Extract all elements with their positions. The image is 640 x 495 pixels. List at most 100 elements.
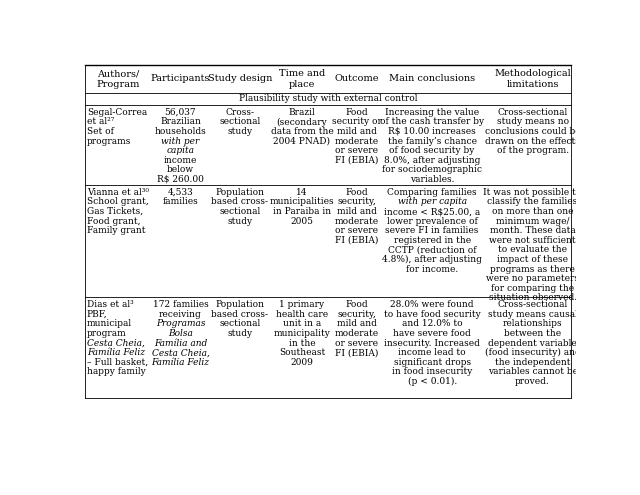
Text: Food grant,: Food grant, — [87, 217, 140, 226]
Text: FI (EBIA): FI (EBIA) — [335, 236, 378, 245]
Text: in Paraiba in: in Paraiba in — [273, 207, 331, 216]
Text: 2009: 2009 — [291, 358, 314, 367]
Text: Dias et al³: Dias et al³ — [87, 300, 134, 309]
Text: 1 primary: 1 primary — [280, 300, 324, 309]
Text: sectional: sectional — [220, 207, 260, 216]
Text: Família and: Família and — [154, 339, 207, 347]
Text: classify the families: classify the families — [488, 198, 578, 206]
Text: Vianna et al³⁰: Vianna et al³⁰ — [87, 188, 149, 197]
Text: R$ 10.00 increases: R$ 10.00 increases — [388, 127, 476, 136]
Text: with per: with per — [161, 137, 200, 146]
Text: proved.: proved. — [515, 377, 550, 386]
Text: 4.8%), after adjusting: 4.8%), after adjusting — [382, 255, 482, 264]
Text: registered in the: registered in the — [394, 236, 471, 245]
Text: mild and: mild and — [337, 207, 376, 216]
Text: or severe: or severe — [335, 339, 378, 347]
Text: situation observed.: situation observed. — [488, 294, 577, 302]
Text: Brazilian: Brazilian — [160, 117, 201, 126]
Text: Segal-Correa: Segal-Correa — [87, 108, 147, 117]
Text: were not sufficient: were not sufficient — [490, 236, 576, 245]
Text: for comparing the: for comparing the — [491, 284, 574, 293]
Text: 2004 PNAD): 2004 PNAD) — [273, 137, 330, 146]
Text: Comparing families: Comparing families — [387, 188, 477, 197]
Text: Time and
place: Time and place — [279, 69, 325, 89]
Text: – Full basket,: – Full basket, — [87, 358, 148, 367]
Text: et al²⁷: et al²⁷ — [87, 117, 115, 126]
Text: program: program — [87, 329, 127, 338]
Text: relationships: relationships — [503, 319, 563, 329]
Text: Cesta Cheia,: Cesta Cheia, — [152, 348, 209, 357]
Text: variables.: variables. — [410, 175, 454, 184]
Text: conclusions could be: conclusions could be — [484, 127, 580, 136]
Text: Food: Food — [345, 108, 368, 117]
Text: (secondary: (secondary — [276, 117, 327, 127]
Text: minimum wage/: minimum wage/ — [496, 217, 570, 226]
Text: based cross-: based cross- — [211, 198, 268, 206]
Text: significant drops: significant drops — [394, 358, 471, 367]
Text: (p < 0.01).: (p < 0.01). — [408, 377, 457, 386]
Text: (food insecurity) and: (food insecurity) and — [484, 348, 580, 357]
Text: the family’s chance: the family’s chance — [388, 137, 477, 146]
Text: income < R$25.00, a: income < R$25.00, a — [384, 207, 480, 216]
Text: happy family: happy family — [87, 367, 146, 376]
Text: municipalities: municipalities — [269, 198, 334, 206]
Text: study: study — [227, 217, 253, 226]
Text: 8.0%, after adjusting: 8.0%, after adjusting — [384, 156, 481, 165]
Text: Bolsa: Bolsa — [168, 329, 193, 338]
Text: month. These data: month. These data — [490, 226, 575, 235]
Text: unit in a: unit in a — [283, 319, 321, 329]
Text: in the: in the — [289, 339, 316, 347]
Text: Set of: Set of — [87, 127, 114, 136]
Text: Plausibility study with external control: Plausibility study with external control — [239, 94, 417, 103]
Text: for income.: for income. — [406, 265, 458, 274]
Text: School grant,: School grant, — [87, 198, 148, 206]
Text: capita: capita — [166, 146, 195, 155]
Text: 56,037: 56,037 — [164, 108, 196, 117]
Text: municipality: municipality — [273, 329, 330, 338]
Text: receiving: receiving — [159, 310, 202, 319]
Text: 2005: 2005 — [291, 217, 314, 226]
Text: Cross-sectional: Cross-sectional — [497, 108, 568, 117]
Text: moderate: moderate — [335, 217, 379, 226]
Text: Main conclusions: Main conclusions — [389, 74, 476, 83]
Text: for sociodemographic: for sociodemographic — [382, 165, 482, 174]
Text: sectional: sectional — [220, 319, 260, 329]
Text: families: families — [163, 198, 198, 206]
Text: Programas: Programas — [156, 319, 205, 329]
Text: insecurity. Increased: insecurity. Increased — [384, 339, 480, 347]
Text: with per capita: with per capita — [397, 198, 467, 206]
Text: CCTP (reduction of: CCTP (reduction of — [388, 246, 476, 254]
Text: between the: between the — [504, 329, 561, 338]
Text: study: study — [227, 329, 253, 338]
Text: Population: Population — [216, 300, 264, 309]
Text: Família Feliz: Família Feliz — [87, 348, 145, 357]
Text: security or: security or — [332, 117, 381, 126]
Text: severe FI in families: severe FI in families — [385, 226, 479, 235]
Text: Study design: Study design — [208, 74, 272, 83]
Text: Gas Tickets,: Gas Tickets, — [87, 207, 143, 216]
Text: of the program.: of the program. — [497, 146, 569, 155]
Text: Cesta Cheia,: Cesta Cheia, — [87, 339, 145, 347]
Text: Southeast: Southeast — [279, 348, 325, 357]
Text: study means causal: study means causal — [488, 310, 577, 319]
Text: mild and: mild and — [337, 127, 376, 136]
Text: based cross-: based cross- — [211, 310, 268, 319]
Text: security,: security, — [337, 310, 376, 319]
Text: 28.0% were found: 28.0% were found — [390, 300, 474, 309]
Text: programs as there: programs as there — [490, 265, 575, 274]
Text: of the cash transfer by: of the cash transfer by — [380, 117, 484, 126]
Text: income lead to: income lead to — [398, 348, 466, 357]
Text: lower prevalence of: lower prevalence of — [387, 217, 477, 226]
Text: in food insecurity: in food insecurity — [392, 367, 472, 376]
Text: Increasing the value: Increasing the value — [385, 108, 479, 117]
Text: sectional: sectional — [220, 117, 260, 126]
Text: and 12.0% to: and 12.0% to — [402, 319, 463, 329]
Text: Brazil: Brazil — [289, 108, 316, 117]
Text: study means no: study means no — [497, 117, 569, 126]
Text: Food: Food — [345, 188, 368, 197]
Text: Food: Food — [345, 300, 368, 309]
Text: Família Feliz: Família Feliz — [152, 358, 209, 367]
Text: or severe: or severe — [335, 146, 378, 155]
Text: mild and: mild and — [337, 319, 376, 329]
Text: security,: security, — [337, 198, 376, 206]
